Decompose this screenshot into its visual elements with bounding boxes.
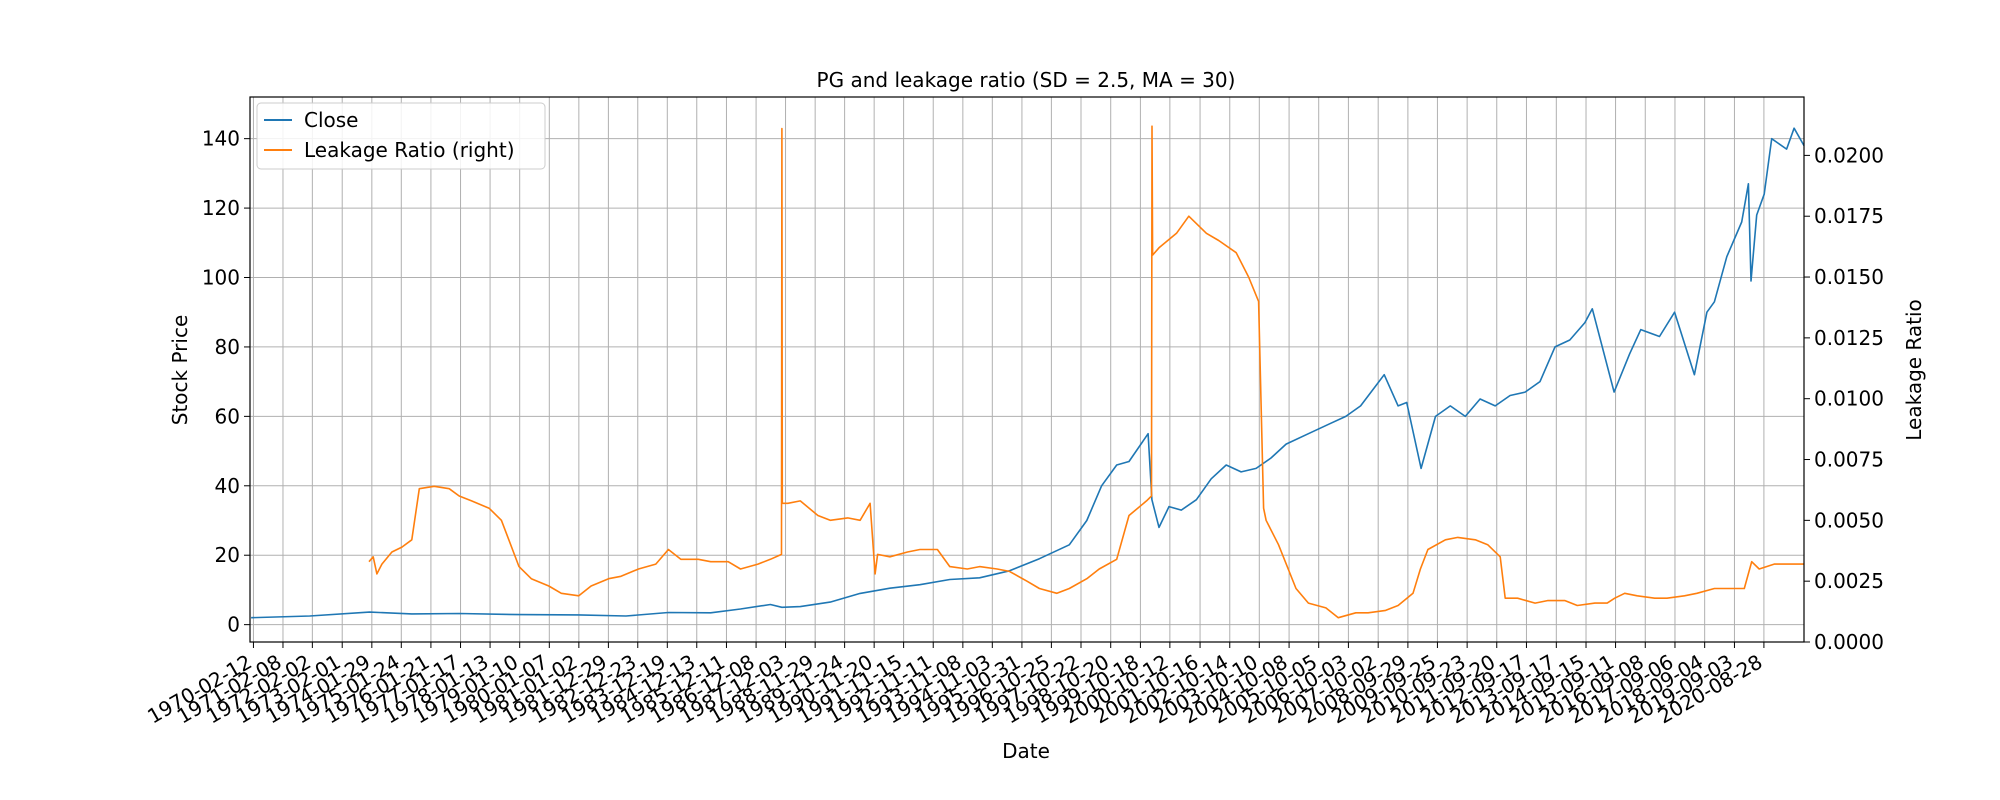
tick-label-right: 0.0075 xyxy=(1814,448,1884,472)
legend-box xyxy=(256,102,546,170)
tick-label-right: 0.0175 xyxy=(1814,204,1884,228)
tick-label-left: 80 xyxy=(215,335,240,359)
right-axis-ticks: 0.0000 0.0025 0.0050 0.0075 0.0100 0.0125 0.01… xyxy=(1804,143,1884,654)
series-layer xyxy=(251,125,1805,619)
series-line-leakage-ratio xyxy=(368,125,1804,619)
right-y-axis-label: Leakage Ratio xyxy=(1902,299,1926,441)
tick-label-right: 0.0025 xyxy=(1814,569,1884,593)
tick-label-right: 0.0125 xyxy=(1814,326,1884,350)
tick-label-right: 0.0100 xyxy=(1814,387,1884,411)
left-y-axis-label: Stock Price xyxy=(168,315,192,426)
tick-label-right: 0.0050 xyxy=(1814,508,1884,532)
tick-label-right: 0.0150 xyxy=(1814,265,1884,289)
legend-label-close: Close xyxy=(304,108,358,132)
tick-label-right: 0.0200 xyxy=(1814,143,1884,167)
gridlines xyxy=(250,97,1804,642)
tick-label-right: 0.0000 xyxy=(1814,630,1884,654)
series-line-close xyxy=(251,127,1805,619)
plot-frame xyxy=(249,96,1805,643)
x-axis-label: Date xyxy=(1002,739,1050,763)
tick-label-left: 40 xyxy=(215,474,240,498)
tick-label-left: 20 xyxy=(215,543,240,567)
tick-label-left: 120 xyxy=(202,196,240,220)
tick-label-left: 0 xyxy=(227,613,240,637)
legend: Close Leakage Ratio (right) xyxy=(256,102,546,170)
tick-label-left: 140 xyxy=(202,127,240,151)
x-axis-ticks: 1970-02-121971-02-081972-02-021973-02-01… xyxy=(143,642,1766,728)
tick-label-left: 60 xyxy=(215,404,240,428)
left-axis-ticks: 0 20 40 60 80 100 120 140 xyxy=(202,127,250,637)
tick-label-left: 100 xyxy=(202,266,240,290)
legend-label-leakage: Leakage Ratio (right) xyxy=(304,138,515,162)
chart-title: PG and leakage ratio (SD = 2.5, MA = 30) xyxy=(817,68,1236,92)
